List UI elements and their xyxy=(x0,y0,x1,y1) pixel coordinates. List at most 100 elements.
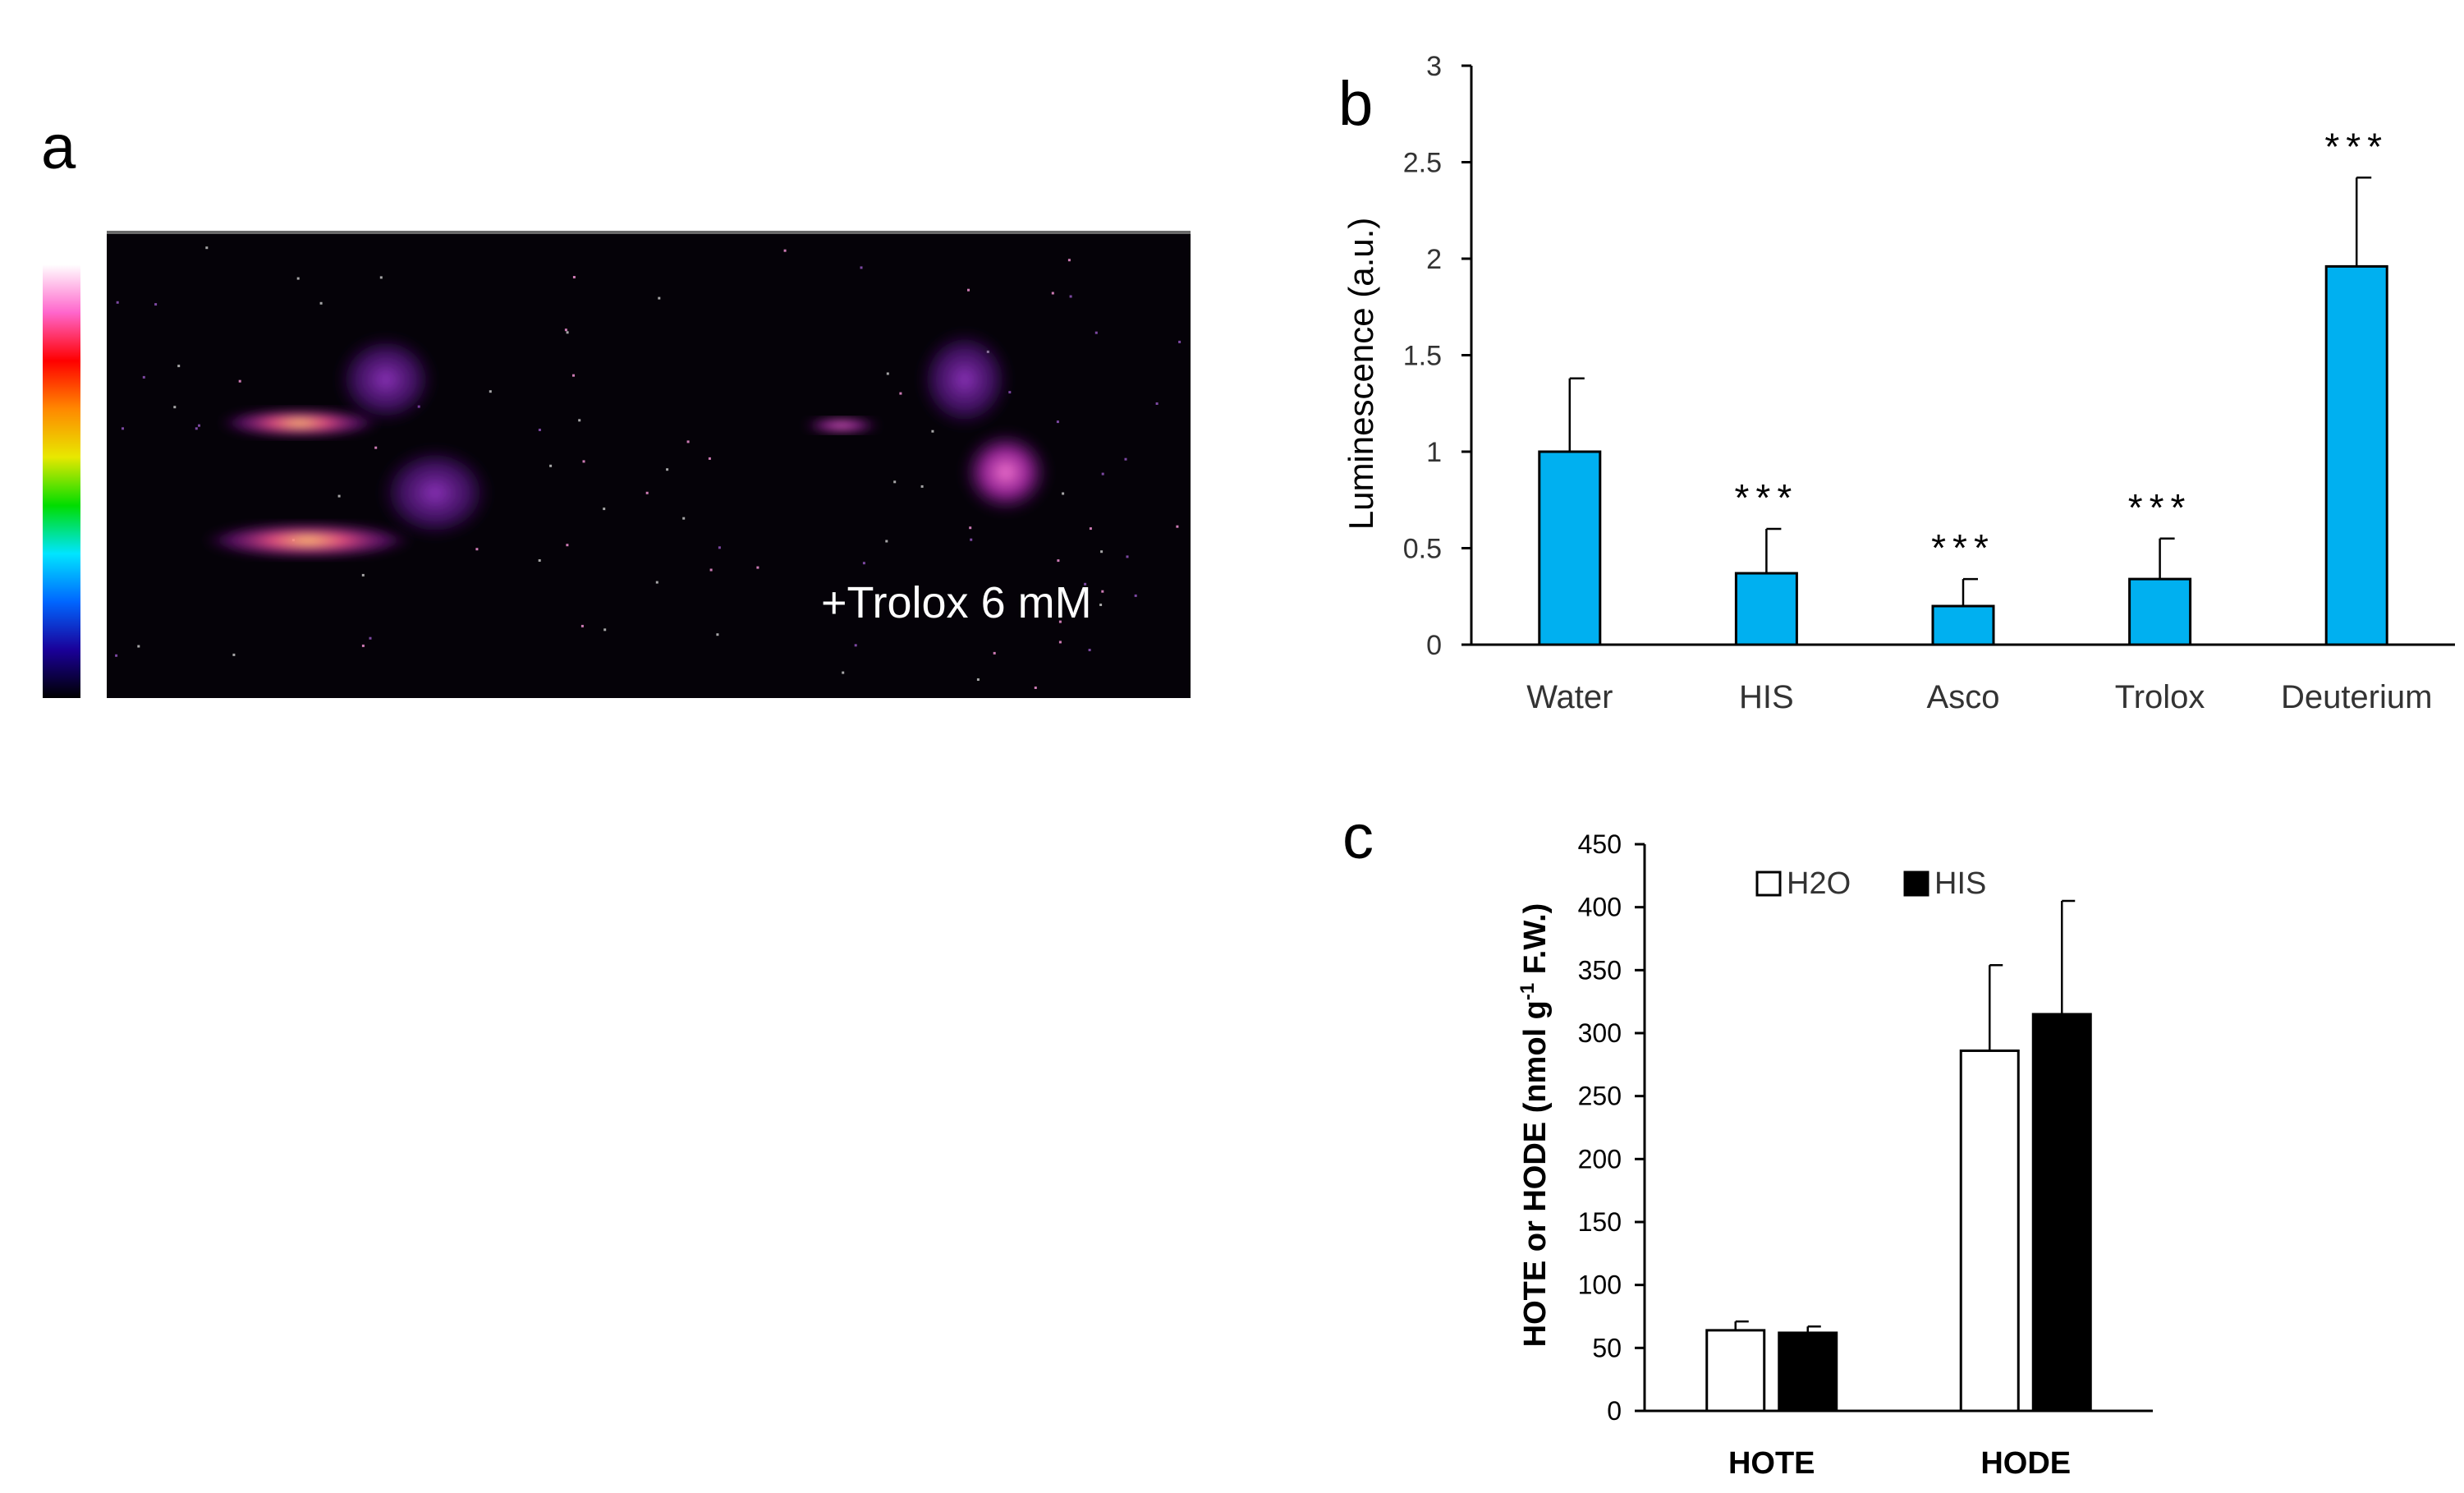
chart-c-bar-his xyxy=(2031,1013,2092,1413)
speckle xyxy=(538,559,541,562)
chart-b-y-tick-label: 2.5 xyxy=(1403,148,1442,179)
seedling-left-top xyxy=(218,333,437,438)
speckle xyxy=(337,494,341,498)
speckle xyxy=(1155,402,1159,405)
speckle xyxy=(1069,295,1072,298)
panel-c-y-label-sup: -1 xyxy=(1516,983,1539,1000)
panel-a: a +Trolox 6 mM xyxy=(41,113,1191,698)
speckle xyxy=(238,379,241,383)
speckle xyxy=(177,365,181,368)
speckle xyxy=(566,544,569,547)
speckle xyxy=(369,636,372,640)
panel-b: b Luminescence (a.u.) 0 0.5 1 1.5 2 2.5 3 Water… xyxy=(1338,51,2455,715)
speckle xyxy=(195,427,198,430)
chart-b-significance: *** xyxy=(2128,486,2192,529)
speckle xyxy=(154,303,158,306)
chart-c-y-tick-label: 400 xyxy=(1578,893,1622,922)
chart-b-y-tick-label: 1.5 xyxy=(1403,341,1442,372)
speckle xyxy=(969,526,972,530)
speckle xyxy=(1062,492,1065,495)
speckle xyxy=(709,568,713,572)
chart-c-y-tick-label: 150 xyxy=(1578,1207,1622,1237)
speckle xyxy=(475,548,479,551)
chart-b-bar xyxy=(2324,264,2388,646)
panel-c-y-label-end: F.W.) xyxy=(1518,903,1553,983)
chart-c-y-tick-label: 250 xyxy=(1578,1082,1622,1111)
speckle xyxy=(1099,604,1103,606)
speckle xyxy=(1057,559,1060,563)
speckle xyxy=(967,288,970,292)
speckle xyxy=(549,464,553,467)
speckle xyxy=(1051,292,1054,295)
chart-c-y-tick-label: 100 xyxy=(1578,1270,1622,1300)
speckle xyxy=(708,457,711,460)
speckle xyxy=(1126,555,1129,558)
speckle xyxy=(885,540,888,543)
speckle xyxy=(893,480,897,484)
speckle xyxy=(1100,550,1104,554)
speckle xyxy=(931,430,934,433)
speckle xyxy=(1084,582,1087,586)
speckle xyxy=(580,624,584,627)
speckle xyxy=(854,644,857,647)
speckle xyxy=(173,406,177,409)
chart-b: 0 0.5 1 1.5 2 2.5 3 Water HIS *** Asco *** Trolox ***… xyxy=(1403,51,2455,715)
chart-b-bar xyxy=(1734,572,1798,646)
speckle xyxy=(970,538,973,541)
speckle xyxy=(1124,457,1127,461)
seedling-right-bottom xyxy=(961,430,1051,515)
chart-b-y-tick-label: 1 xyxy=(1426,437,1442,468)
speckle xyxy=(582,460,585,463)
chart-c-y-tick-label: 300 xyxy=(1578,1018,1622,1048)
chart-b-x-tick-label: HIS xyxy=(1739,679,1794,715)
chart-b-x-tick-label: Asco xyxy=(1927,679,2000,715)
speckle xyxy=(564,328,567,332)
chart-c-y-tick-label: 450 xyxy=(1578,829,1622,859)
speckle xyxy=(361,644,365,647)
speckle xyxy=(655,581,658,584)
speckle xyxy=(1101,590,1104,593)
speckle xyxy=(296,277,300,280)
speckle xyxy=(198,424,200,427)
speckle xyxy=(232,653,236,656)
chart-b-x-tick-label: Deuterium xyxy=(2281,679,2433,715)
speckle xyxy=(374,446,378,449)
panel-a-letter: a xyxy=(41,113,76,182)
speckle xyxy=(1034,687,1037,689)
seedling-left-bottom xyxy=(201,445,493,558)
panel-c-letter: c xyxy=(1342,802,1374,872)
speckle xyxy=(920,485,924,488)
chart-b-bar xyxy=(2128,577,2192,646)
luminescence-image: +Trolox 6 mM xyxy=(107,231,1191,698)
speckle xyxy=(1089,527,1092,531)
speckle xyxy=(538,429,541,431)
chart-b-significance: *** xyxy=(2324,125,2388,168)
legend-label-h2o: H2O xyxy=(1787,866,1851,901)
speckle xyxy=(1058,620,1062,623)
speckle xyxy=(860,266,863,269)
chart-c-x-tick-label: HODE xyxy=(1980,1446,2071,1481)
speckle xyxy=(886,372,889,375)
legend-label-his: HIS xyxy=(1934,866,1986,901)
speckle xyxy=(361,573,365,577)
speckle xyxy=(899,392,902,395)
panel-c-y-label-main: HOTE or HODE (nmol g xyxy=(1518,1000,1553,1347)
panel-c-y-axis-label: HOTE or HODE (nmol g-1 F.W.) xyxy=(1516,903,1553,1348)
chart-b-bar xyxy=(1931,604,1995,646)
speckle xyxy=(666,468,669,471)
speckle xyxy=(842,671,845,674)
speckle xyxy=(756,566,759,569)
speckle xyxy=(603,628,607,632)
chart-b-x-tick-label: Water xyxy=(1526,679,1613,715)
chart-b-y-tick-label: 2 xyxy=(1426,244,1442,275)
chart-c-bar-his xyxy=(1778,1331,1838,1413)
chart-b-significance: *** xyxy=(1931,526,1995,569)
speckle xyxy=(489,390,492,393)
speckle xyxy=(1094,331,1098,334)
chart-c-y-tick-label: 50 xyxy=(1592,1333,1622,1362)
chart-c-y-tick-label: 0 xyxy=(1607,1396,1622,1426)
treatment-annotation: +Trolox 6 mM xyxy=(821,578,1092,627)
speckle xyxy=(976,678,980,681)
speckle xyxy=(1134,594,1137,597)
